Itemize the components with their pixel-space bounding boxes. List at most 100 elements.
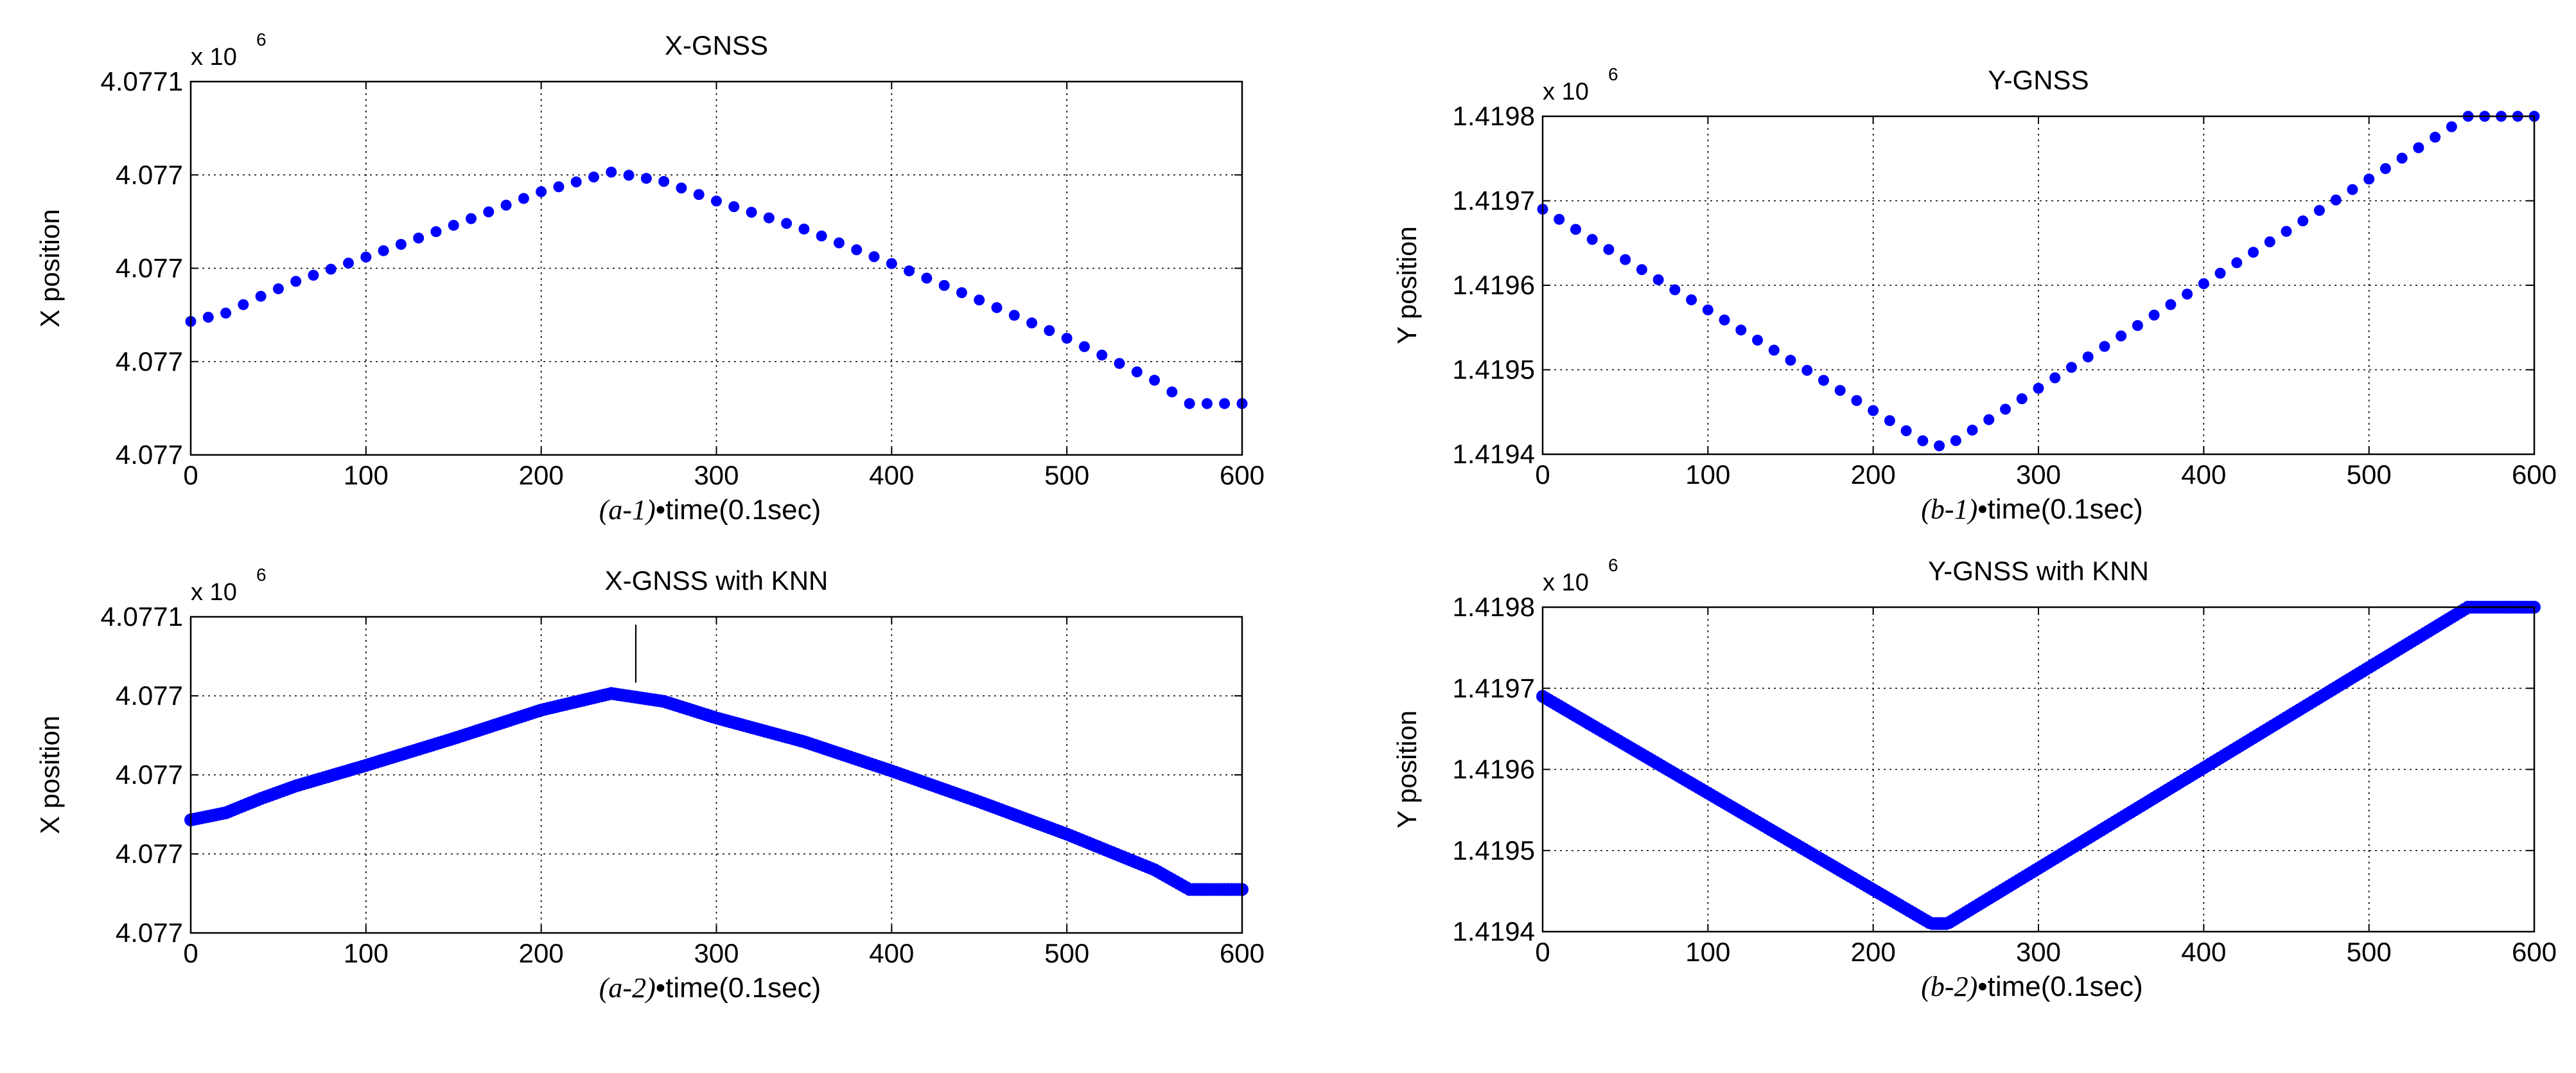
data-point [1114,358,1125,369]
data-point [1044,325,1055,337]
series-b1 [1537,111,2540,452]
panel-tag: (b-2) [1921,971,1977,1002]
data-point [938,279,950,291]
data-point [623,170,635,181]
data-point [2182,288,2193,300]
x-tick-label: 500 [1044,938,1089,968]
data-point [868,251,880,262]
data-point [290,276,302,287]
data-point [886,258,897,269]
data-point [763,212,775,224]
axis-multiplier-exponent: 6 [1608,64,1618,84]
data-point [1834,385,1846,396]
panel-tag: (a-2) [599,972,656,1004]
x-tick-label: 600 [1220,460,1265,490]
x-tick-label: 0 [183,460,198,490]
data-point [2033,382,2044,394]
data-point [781,218,793,229]
data-point [2363,173,2375,185]
data-point [395,238,407,250]
x-axis-label: (b-1)•time(0.1sec) [1921,493,2142,525]
panel-b2: 0 100 200 300 400 500 600 1.4194 1.4195 1.4196 1.4… [1392,555,2557,1002]
y-axis-label: X position [35,209,65,327]
data-point [1818,375,1829,386]
x-tick-label: 400 [869,938,914,968]
data-point [2214,267,2226,279]
axis-multiplier: x 10 [1543,78,1589,105]
y-tick-label: 4.077 [116,759,183,790]
x-tick-label: 100 [344,938,389,968]
x-tick-label: 600 [2512,937,2557,967]
data-point [991,302,1003,314]
axis-multiplier: x 10 [191,44,237,71]
data-point [2198,278,2209,289]
data-point [2016,393,2028,405]
data-point [1620,254,1631,265]
data-point [1008,310,1020,321]
data-point [606,166,617,178]
data-point [343,258,355,269]
data-point [2231,257,2243,269]
data-point [2000,403,2011,415]
x-axis-label: (a-1)•time(0.1sec) [599,494,821,526]
data-point [851,244,863,256]
y-tick-label: 4.077 [116,838,183,869]
data-point [378,245,389,256]
panel-tag: (b-1) [1921,493,1977,525]
data-point [640,173,652,184]
data-point [2264,236,2275,247]
data-point [728,201,740,213]
data-point [1967,424,1978,436]
data-point [1603,244,1615,255]
data-point [1702,304,1713,315]
data-point [360,251,372,263]
x-tick-label: 200 [519,460,564,490]
data-point [1078,341,1090,353]
chart-title: X-GNSS with KNN [605,565,828,596]
x-axis-label: (b-2)•time(0.1sec) [1921,971,2142,1002]
data-point [570,176,582,188]
axis-multiplier-exponent: 6 [256,565,267,585]
y-tick-label: 1.4198 [1453,101,1535,131]
y-tick-label: 1.4194 [1453,916,1535,946]
x-tick-label: 200 [1851,459,1896,490]
data-point [2248,247,2259,258]
data-point [798,223,810,235]
x-tick-label: 0 [1535,937,1550,967]
y-tick-label: 1.4195 [1453,355,1535,385]
data-point [1149,375,1161,386]
y-tick-label: 1.4195 [1453,835,1535,865]
data-point [1166,386,1178,398]
data-point [1719,314,1730,326]
data-point [2430,132,2441,143]
data-point [413,232,425,244]
y-tick-label: 1.4196 [1453,270,1535,300]
data-point [1652,274,1664,285]
data-point [921,272,933,284]
axis-multiplier-exponent: 6 [1608,555,1618,575]
data-point [816,230,827,242]
data-point [1900,425,1912,436]
data-point [255,290,267,302]
data-point [466,213,477,224]
x-tick-label: 300 [694,938,739,968]
data-point [1884,415,1895,427]
x-tick-label: 400 [869,460,914,490]
x-tick-label: 200 [519,938,564,968]
data-point [2099,341,2110,352]
data-point [1061,332,1073,344]
x-tick-label: 500 [2347,459,2392,490]
data-point [904,265,915,277]
data-point [711,195,722,207]
x-tick-label: 400 [2181,459,2226,490]
data-point [448,220,459,231]
data-point [2446,121,2457,132]
chart-title: Y-GNSS with KNN [1928,556,2149,586]
data-point [536,186,547,197]
data-point [1184,398,1195,409]
panel-a1: 0 100 200 300 400 500 600 4.077 4.077 4.077 4.077 4… [35,30,1265,526]
x-tick-label: 100 [1685,937,1730,967]
x-axis-label-text: •time(0.1sec) [1977,493,2142,525]
y-tick-label: 1.4197 [1453,673,1535,703]
data-point [746,206,757,218]
